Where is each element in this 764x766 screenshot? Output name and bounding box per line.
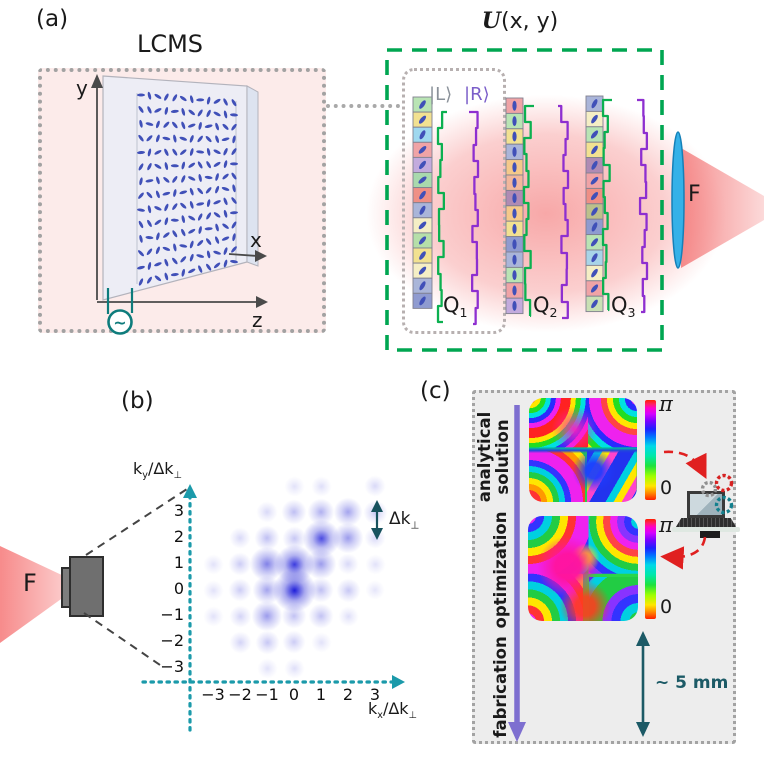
ky-tick: 1	[173, 553, 184, 572]
intensity-blob	[282, 630, 306, 654]
intensity-blob	[337, 553, 359, 575]
kx-tick: −3	[201, 685, 225, 704]
intensity-blob	[308, 577, 334, 603]
colorbar1-max-label: π	[659, 392, 673, 416]
kx-tick: −1	[255, 685, 279, 704]
kx-tick: 0	[288, 685, 300, 704]
ky-tick: −1	[160, 605, 184, 624]
intensity-blob	[229, 527, 251, 549]
ky-tick: −2	[160, 631, 184, 650]
scale-label: ~ 5 mm	[655, 673, 729, 693]
intensity-blob	[364, 475, 386, 497]
dotted-connector-line	[326, 104, 400, 108]
intensity-blob	[365, 580, 385, 600]
step-label-optimization: optimization	[491, 511, 510, 629]
kx-tick: −2	[228, 685, 252, 704]
intensity-blob	[310, 475, 332, 497]
colorbar1-min-label: 0	[660, 477, 673, 499]
kx-axis-arrowhead	[392, 675, 405, 689]
intensity-blob	[281, 603, 307, 629]
laptop-touchpad	[700, 531, 720, 538]
q2-label: Q2	[533, 293, 558, 321]
ket-R-label: |R⟩	[464, 84, 490, 105]
intensity-blob	[228, 630, 252, 654]
intensity-blob	[364, 553, 386, 575]
colorbar-analytical	[645, 400, 656, 500]
intensity-blob	[337, 605, 359, 627]
q3-label: Q3	[611, 293, 636, 321]
ky-tick: 3	[173, 501, 184, 520]
z-axis-label: z	[252, 308, 263, 332]
laptop-base	[672, 527, 740, 532]
camera-icon	[69, 556, 104, 617]
ky-axis-arrowhead	[183, 484, 197, 498]
ky-tick: −3	[160, 657, 184, 676]
y-axis-label: y	[76, 76, 88, 100]
intensity-blob	[228, 578, 252, 602]
lens-f-label: F	[688, 182, 701, 207]
ket-L-label: |L⟩	[429, 84, 453, 105]
intensity-blob	[364, 527, 386, 549]
ky-tick: 0	[173, 579, 184, 598]
u-title: U(x, y)	[455, 8, 585, 34]
intensity-blob	[310, 631, 332, 653]
kx-axis-title: kx/Δk⊥	[368, 699, 417, 722]
intensity-blob	[202, 605, 224, 627]
intensity-blob	[256, 657, 278, 679]
colorbar2-min-label: 0	[660, 596, 673, 618]
intensity-blob	[202, 553, 224, 575]
lcms-panel-box	[38, 68, 326, 333]
intensity-blob	[228, 552, 252, 576]
panel-c-label: (c)	[420, 378, 451, 404]
intensity-blob	[256, 501, 278, 523]
intensity-blob	[251, 600, 283, 632]
ky-axis-title: ky/Δk⊥	[133, 459, 182, 482]
kx-tick: 2	[342, 685, 354, 704]
intensity-blob	[335, 577, 361, 603]
intensity-blob	[281, 499, 307, 525]
intensity-blob	[283, 475, 305, 497]
lcms-title: LCMS	[136, 30, 204, 58]
intensity-blob	[362, 499, 388, 525]
u-title-script-u: U	[481, 8, 501, 34]
laptop-keyboard	[676, 518, 736, 527]
laptop-display	[690, 494, 722, 515]
intensity-blob	[228, 604, 252, 628]
colorbar2-max-label: π	[659, 513, 673, 537]
dk-annotation: Δk⊥	[389, 509, 420, 532]
phase-map-optimized	[528, 516, 638, 621]
kx-tick: 3	[369, 685, 381, 704]
intensity-blob	[254, 629, 280, 655]
panel-a-label: (a)	[36, 6, 69, 32]
ky-tick: 2	[173, 527, 184, 546]
intensity-blob	[308, 603, 334, 629]
q1-label: Q1	[443, 293, 468, 321]
u-title-args: (x, y)	[500, 9, 559, 34]
kx-tick: 1	[315, 685, 327, 704]
x-axis-label: x	[250, 228, 262, 252]
intensity-blob	[283, 657, 305, 679]
intensity-blob	[332, 522, 364, 554]
intensity-blob	[202, 579, 224, 601]
colorbar-optimized	[645, 519, 656, 619]
step-label-fabrication: fabrication	[491, 636, 510, 738]
panel-b-label: (b)	[121, 388, 154, 414]
phase-map-analytical	[529, 398, 637, 502]
camera-f-label: F	[23, 569, 37, 597]
step-label-analytical-solution: analytical solution	[475, 411, 512, 503]
